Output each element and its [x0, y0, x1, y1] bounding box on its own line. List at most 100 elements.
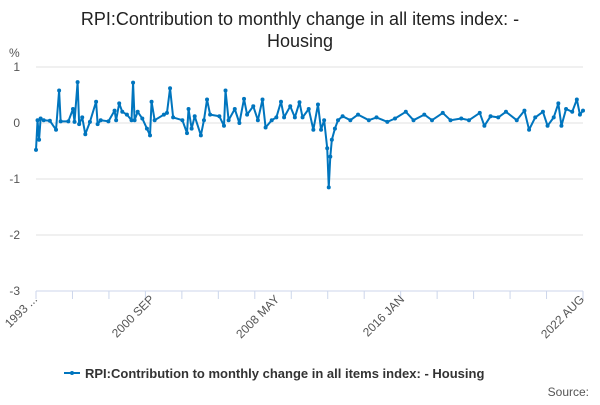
data-point[interactable] — [274, 115, 279, 120]
data-point[interactable] — [319, 127, 324, 132]
data-point[interactable] — [83, 132, 88, 137]
data-point[interactable] — [466, 118, 471, 123]
data-point[interactable] — [527, 127, 532, 132]
data-point[interactable] — [131, 80, 136, 85]
data-point[interactable] — [300, 115, 305, 120]
data-point[interactable] — [112, 108, 117, 113]
data-point[interactable] — [356, 112, 361, 117]
data-point[interactable] — [161, 112, 166, 117]
data-point[interactable] — [306, 107, 311, 111]
data-point[interactable] — [129, 118, 134, 123]
data-point[interactable] — [80, 115, 85, 120]
data-point[interactable] — [422, 112, 427, 117]
data-point[interactable] — [448, 118, 453, 123]
data-point[interactable] — [288, 104, 293, 109]
data-point[interactable] — [164, 110, 169, 115]
data-point[interactable] — [411, 118, 416, 123]
data-point[interactable] — [278, 99, 283, 104]
data-point[interactable] — [329, 137, 334, 142]
data-point[interactable] — [135, 109, 140, 114]
data-point[interactable] — [95, 122, 100, 127]
data-point[interactable] — [263, 125, 268, 130]
data-point[interactable] — [34, 147, 38, 152]
data-point[interactable] — [38, 116, 43, 121]
data-point[interactable] — [117, 101, 122, 106]
data-point[interactable] — [393, 116, 398, 121]
legend[interactable]: RPI:Contribution to monthly change in al… — [64, 366, 484, 381]
data-point[interactable] — [385, 119, 390, 124]
data-point[interactable] — [482, 123, 487, 128]
data-point[interactable] — [208, 112, 213, 117]
data-point[interactable] — [72, 119, 77, 124]
data-point[interactable] — [47, 118, 52, 123]
data-point[interactable] — [152, 118, 157, 123]
data-point[interactable] — [221, 123, 226, 128]
data-point[interactable] — [192, 114, 197, 119]
data-point[interactable] — [574, 97, 579, 102]
data-point[interactable] — [570, 109, 575, 114]
data-point[interactable] — [245, 112, 250, 117]
data-point[interactable] — [282, 115, 287, 120]
data-point[interactable] — [328, 154, 333, 159]
data-point[interactable] — [189, 126, 194, 131]
data-point[interactable] — [132, 118, 137, 123]
data-point[interactable] — [57, 88, 62, 93]
data-point[interactable] — [403, 109, 408, 114]
data-point[interactable] — [325, 146, 330, 151]
data-point[interactable] — [237, 121, 242, 125]
data-point[interactable] — [348, 118, 353, 123]
data-point[interactable] — [251, 104, 256, 109]
data-point[interactable] — [148, 133, 153, 138]
data-point[interactable] — [226, 118, 231, 123]
data-point[interactable] — [77, 122, 82, 127]
data-point[interactable] — [144, 126, 149, 131]
data-point[interactable] — [488, 114, 493, 119]
data-point[interactable] — [366, 118, 371, 123]
data-point[interactable] — [201, 118, 206, 123]
data-point[interactable] — [315, 102, 320, 107]
data-point[interactable] — [124, 112, 129, 117]
data-point[interactable] — [559, 123, 564, 128]
data-point[interactable] — [545, 123, 550, 128]
data-point[interactable] — [340, 114, 345, 119]
data-point[interactable] — [198, 133, 203, 138]
data-point[interactable] — [564, 107, 569, 111]
data-point[interactable] — [54, 127, 59, 132]
data-point[interactable] — [556, 101, 561, 106]
data-point[interactable] — [514, 118, 519, 123]
data-point[interactable] — [255, 118, 260, 123]
data-point[interactable] — [503, 109, 508, 114]
data-point[interactable] — [336, 118, 341, 123]
data-point[interactable] — [75, 80, 80, 85]
data-point[interactable] — [66, 119, 71, 124]
data-point[interactable] — [70, 107, 75, 111]
data-point[interactable] — [429, 118, 434, 123]
data-point[interactable] — [114, 118, 119, 123]
data-point[interactable] — [87, 119, 92, 124]
data-point[interactable] — [186, 107, 191, 111]
data-point[interactable] — [223, 88, 228, 93]
data-point[interactable] — [171, 115, 176, 120]
data-point[interactable] — [269, 118, 274, 123]
data-point[interactable] — [581, 108, 585, 113]
data-point[interactable] — [322, 118, 327, 123]
data-point[interactable] — [496, 115, 501, 120]
data-point[interactable] — [326, 185, 331, 190]
data-point[interactable] — [35, 118, 40, 123]
data-point[interactable] — [477, 110, 482, 115]
data-point[interactable] — [311, 127, 316, 132]
data-point[interactable] — [440, 110, 445, 115]
data-point[interactable] — [140, 116, 145, 121]
data-point[interactable] — [232, 107, 237, 111]
data-point[interactable] — [217, 114, 222, 119]
data-point[interactable] — [551, 115, 556, 120]
data-point[interactable] — [106, 119, 111, 124]
data-point[interactable] — [297, 100, 302, 105]
data-point[interactable] — [185, 131, 190, 136]
data-point[interactable] — [459, 116, 464, 121]
data-point[interactable] — [41, 118, 46, 123]
data-point[interactable] — [180, 118, 185, 123]
data-point[interactable] — [533, 115, 538, 120]
data-point[interactable] — [58, 119, 63, 124]
data-point[interactable] — [540, 109, 545, 114]
